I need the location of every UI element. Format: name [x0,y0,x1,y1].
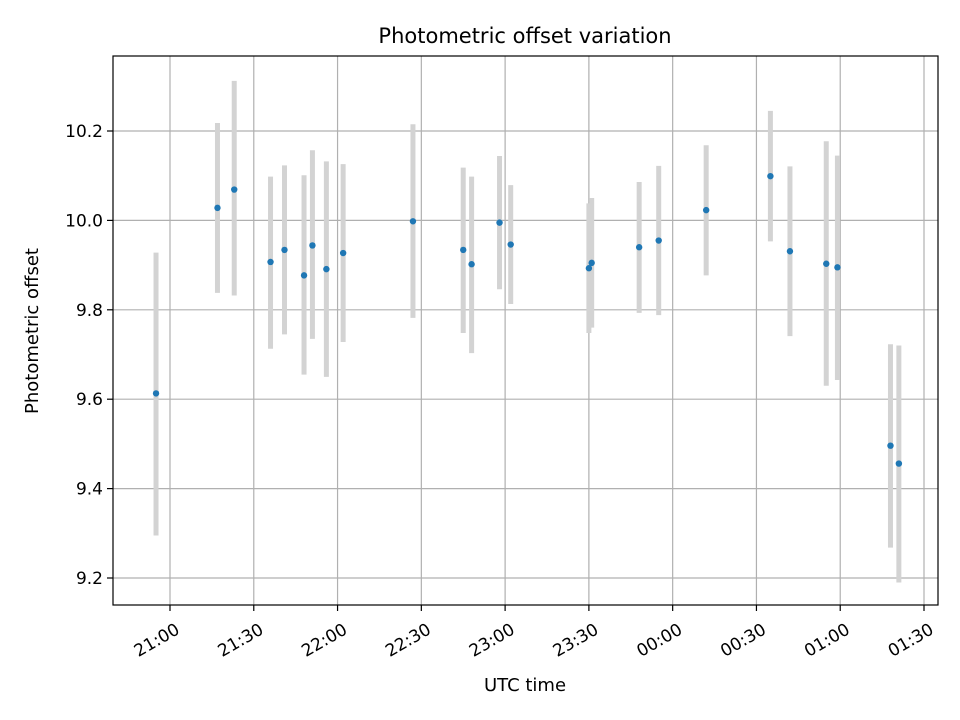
data-point [895,460,903,467]
data-points [152,172,903,467]
chart-title: Photometric offset variation [378,24,671,48]
data-point [231,186,238,193]
data-point [786,248,794,255]
y-axis-title: Photometric offset [22,248,43,414]
data-point [767,172,774,180]
data-point [460,246,467,254]
data-point [496,219,503,226]
data-point [635,244,643,251]
data-point [702,206,710,214]
y-tick-label: 10.0 [65,211,103,231]
data-point [152,390,160,397]
x-axis-title: UTC time [484,675,566,696]
data-point [834,264,841,271]
data-point [267,258,274,266]
data-point [588,259,595,267]
y-tick-label: 9.6 [76,390,103,410]
y-axis: 9.2 9.4 9.6 9.8 10.0 10.2 [65,122,113,589]
data-point [887,442,894,449]
data-point [214,204,221,212]
data-point [323,265,330,273]
data-point [823,260,830,267]
data-point [309,242,316,249]
data-point [655,237,662,244]
data-point [409,218,417,225]
plot-frame [112,55,939,606]
data-point [507,241,514,248]
data-point [300,272,308,279]
data-point [339,249,347,257]
y-tick-label: 10.2 [65,122,103,142]
y-tick-label: 9.8 [76,301,103,321]
data-point [585,265,593,272]
data-point [468,261,475,268]
y-tick-label: 9.4 [76,480,103,500]
y-tick-label: 9.2 [76,569,103,589]
data-point [281,246,288,254]
